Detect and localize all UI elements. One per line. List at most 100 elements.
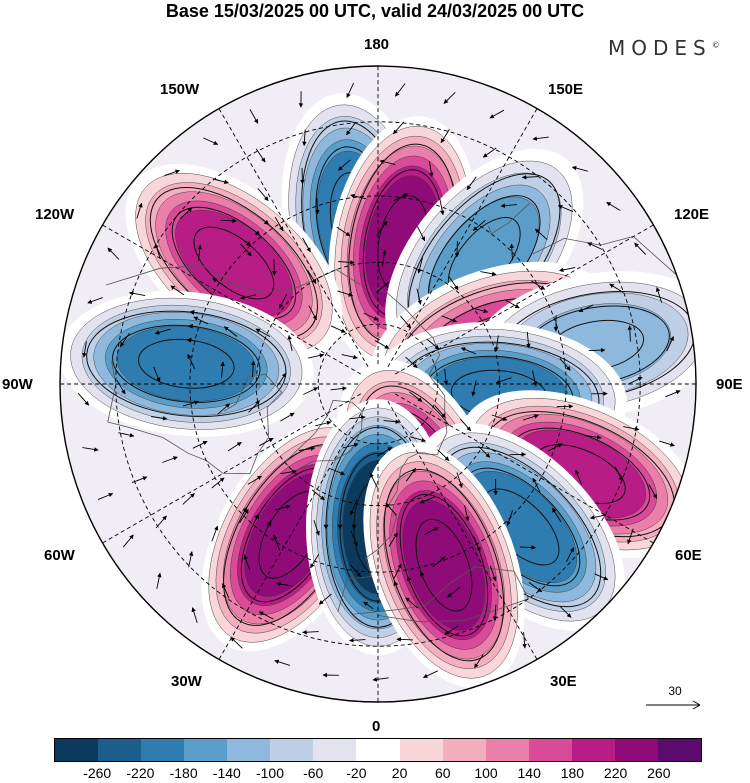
- wind-arrow: [154, 243, 161, 260]
- wind-arrow: [342, 442, 359, 449]
- wind-arrow: [330, 325, 346, 333]
- colorbar-tick-label: 260: [647, 765, 671, 781]
- wind-arrow: [375, 282, 389, 293]
- wind-arrow: [337, 290, 354, 297]
- wind-arrow: [287, 334, 293, 352]
- wind-arrow: [315, 197, 320, 215]
- colorbar-tick-label: 60: [435, 765, 451, 781]
- wind-arrow: [188, 551, 194, 568]
- wind-arrow: [627, 528, 634, 545]
- wind-arrow: [519, 545, 537, 550]
- wind-arrow: [255, 328, 271, 337]
- colorbar-swatch: [313, 739, 357, 761]
- wind-arrow: [395, 83, 406, 97]
- reference-vector: 30: [640, 684, 710, 710]
- wind-arrow: [588, 347, 606, 353]
- wind-arrow: [434, 405, 446, 418]
- wind-arrow: [369, 472, 378, 488]
- wind-arrow: [559, 358, 571, 371]
- wind-arrow: [300, 167, 305, 185]
- wind-arrow: [82, 341, 87, 358]
- wind-arrow: [211, 477, 225, 489]
- wind-arrow: [589, 514, 606, 520]
- wind-arrow: [119, 333, 130, 347]
- wind-arrow: [440, 129, 450, 144]
- wind-arrow: [230, 636, 243, 649]
- wind-arrow: [274, 216, 284, 232]
- colorbar-tick-label: -180: [169, 765, 198, 781]
- wind-arrow: [489, 565, 497, 582]
- wind-arrow: [280, 469, 297, 475]
- wind-arrow: [273, 534, 281, 551]
- wind-arrow: [155, 515, 167, 529]
- colorbar-swatch: [184, 739, 228, 761]
- wind-arrow: [417, 226, 426, 242]
- map-border: [59, 65, 697, 703]
- wind-arrow: [405, 356, 418, 369]
- wind-arrow: [211, 525, 219, 542]
- wind-arrow: [609, 283, 624, 293]
- wind-arrow: [313, 519, 320, 536]
- wind-arrow: [372, 677, 389, 682]
- streamline-arrow: [266, 520, 272, 529]
- wind-arrow: [428, 160, 434, 178]
- coastline: [488, 202, 531, 235]
- meridian: [387, 108, 538, 368]
- wind-arrow: [426, 338, 440, 350]
- lon-label-0: 0: [372, 718, 381, 735]
- colorbar-tick-label: -60: [303, 765, 324, 781]
- wind-arrow: [97, 492, 114, 501]
- colorbar-tick-label: -100: [255, 765, 285, 781]
- wind-arrow: [472, 219, 486, 231]
- wind-arrow: [489, 109, 505, 119]
- wind-arrow: [220, 218, 237, 224]
- wind-arrow: [193, 316, 209, 325]
- coastline: [337, 287, 448, 613]
- streamline-arrow: [262, 219, 270, 225]
- wind-arrow: [379, 159, 396, 166]
- wind-arrow: [578, 304, 594, 313]
- wind-arrow: [250, 360, 256, 377]
- wind-arrow: [409, 391, 423, 402]
- wind-arrow: [162, 456, 178, 463]
- wind-arrow: [240, 243, 252, 257]
- wind-arrow: [627, 376, 643, 385]
- wind-arrow: [187, 353, 196, 369]
- wind-arrow: [388, 532, 398, 547]
- wind-arrow: [311, 489, 325, 501]
- wind-arrow: [471, 307, 489, 314]
- wind-arrow: [627, 325, 633, 342]
- wind-arrow: [587, 242, 603, 250]
- wind-arrow: [443, 368, 449, 386]
- wind-arrow: [346, 82, 355, 99]
- wind-arrow: [346, 121, 357, 136]
- wind-arrow: [505, 299, 520, 309]
- wind-arrow: [302, 129, 307, 147]
- wind-arrow: [432, 556, 446, 568]
- wind-arrow: [310, 553, 320, 569]
- wind-arrow: [212, 278, 227, 288]
- wind-arrow: [154, 328, 171, 335]
- wind-arrow: [474, 654, 484, 669]
- modes-logo-text: MODES: [608, 36, 712, 60]
- wind-arrow: [220, 361, 225, 378]
- wind-arrow: [248, 400, 260, 413]
- wind-arrow: [222, 583, 230, 599]
- wind-arrow: [307, 269, 317, 284]
- wind-arrow: [341, 354, 358, 360]
- wind-arrow: [531, 280, 546, 290]
- wind-arrow: [459, 418, 472, 432]
- wind-arrow: [393, 193, 408, 202]
- wind-arrow: [424, 526, 440, 536]
- wind-arrow: [303, 387, 319, 395]
- lon-label-60w: 60W: [44, 547, 75, 564]
- wind-arrow: [448, 276, 459, 291]
- wind-arrow: [330, 386, 347, 391]
- wind-arrow: [506, 510, 514, 527]
- coastline: [105, 265, 361, 293]
- wind-arrow: [329, 468, 346, 476]
- wind-arrow: [396, 637, 413, 642]
- wind-arrow: [594, 573, 609, 581]
- wind-arrow: [471, 380, 477, 397]
- coastline: [107, 360, 283, 475]
